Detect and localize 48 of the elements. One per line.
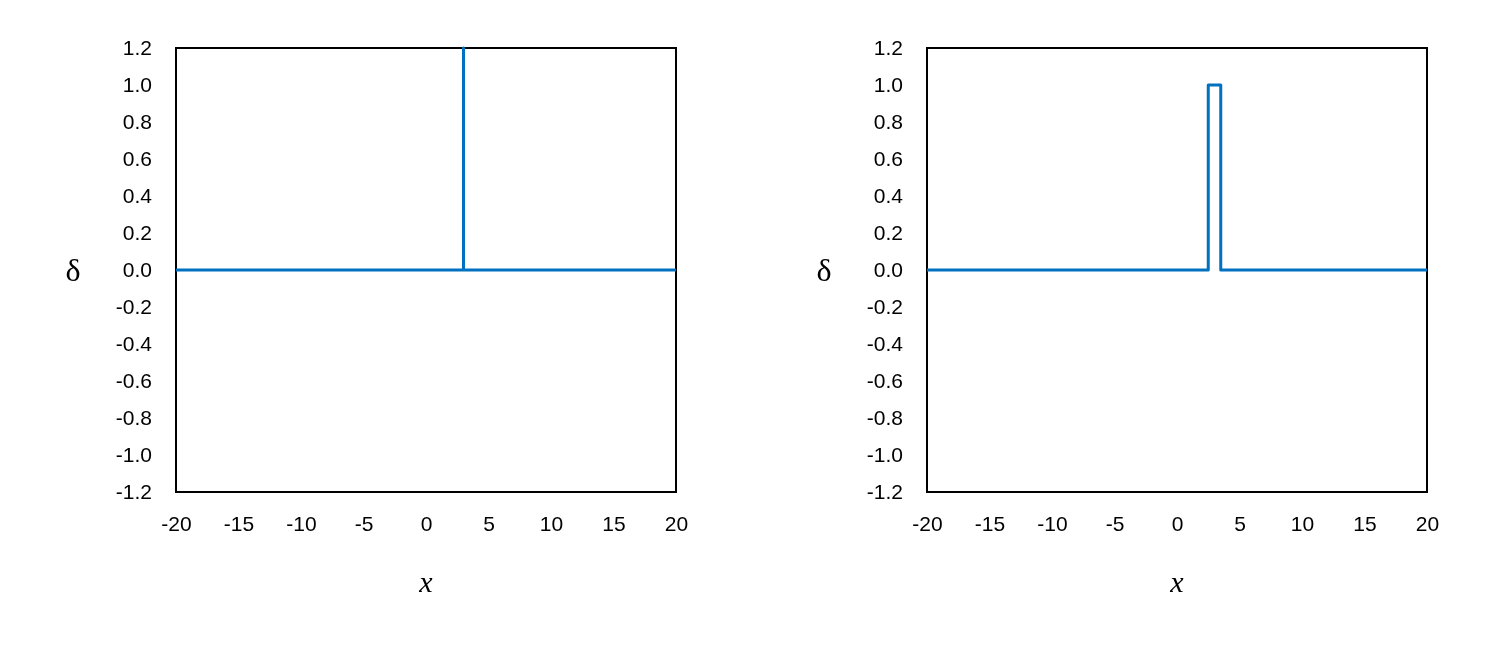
y-tick-label: 0.2 xyxy=(873,221,903,245)
x-tick-label: -10 xyxy=(1037,511,1068,535)
y-tick-label: -0.6 xyxy=(866,369,903,393)
x-tick-label: -5 xyxy=(354,511,374,535)
y-tick-label: 0.8 xyxy=(122,110,152,134)
x-tick-label: 5 xyxy=(483,511,495,535)
y-tick-label: 0.4 xyxy=(122,184,153,208)
y-tick-label: -0.6 xyxy=(115,369,152,393)
y-tick-label: -0.4 xyxy=(866,332,904,356)
x-tick-label: 20 xyxy=(1415,511,1440,535)
x-tick-label: 20 xyxy=(664,511,689,535)
y-tick-label: -1.2 xyxy=(866,480,903,504)
y-tick-label: 0.2 xyxy=(122,221,152,245)
y-tick-label: 1.0 xyxy=(122,73,152,97)
y-tick-label: -1.0 xyxy=(866,443,903,467)
y-tick-label: 0.6 xyxy=(122,147,152,171)
y-tick-label: 0.4 xyxy=(873,184,904,208)
x-tick-label: -20 xyxy=(912,511,943,535)
x-tick-label: -20 xyxy=(161,511,192,535)
y-tick-label: -1.0 xyxy=(115,443,152,467)
x-axis-title: x xyxy=(418,565,434,598)
y-tick-label: 0.8 xyxy=(873,110,903,134)
y-tick-label: -0.8 xyxy=(866,406,903,430)
x-tick-label: -10 xyxy=(286,511,317,535)
y-tick-label: -0.8 xyxy=(115,406,152,430)
y-tick-label: -0.2 xyxy=(115,295,152,319)
y-tick-label: -0.2 xyxy=(866,295,903,319)
x-tick-label: -5 xyxy=(1105,511,1125,535)
x-tick-label: 0 xyxy=(420,511,433,535)
x-tick-label: 5 xyxy=(1234,511,1246,535)
x-tick-label: 0 xyxy=(1171,511,1184,535)
y-axis-title: δ xyxy=(65,252,81,288)
y-tick-label: 0.6 xyxy=(873,147,903,171)
y-tick-label: 1.0 xyxy=(873,73,903,97)
x-tick-label: 10 xyxy=(539,511,564,535)
x-tick-label: -15 xyxy=(974,511,1006,535)
y-tick-label: 1.2 xyxy=(122,36,152,60)
x-tick-label: 15 xyxy=(1353,511,1377,535)
x-tick-label: 15 xyxy=(602,511,626,535)
y-tick-label: -0.4 xyxy=(115,332,153,356)
y-axis-title: δ xyxy=(816,252,832,288)
x-tick-label: 10 xyxy=(1290,511,1315,535)
y-tick-label: 0.0 xyxy=(873,258,903,282)
x-axis-title: x xyxy=(1169,565,1185,598)
x-tick-label: -15 xyxy=(223,511,255,535)
y-tick-label: 0.0 xyxy=(122,258,152,282)
y-tick-label: 1.2 xyxy=(873,36,903,60)
y-tick-label: -1.2 xyxy=(115,480,152,504)
